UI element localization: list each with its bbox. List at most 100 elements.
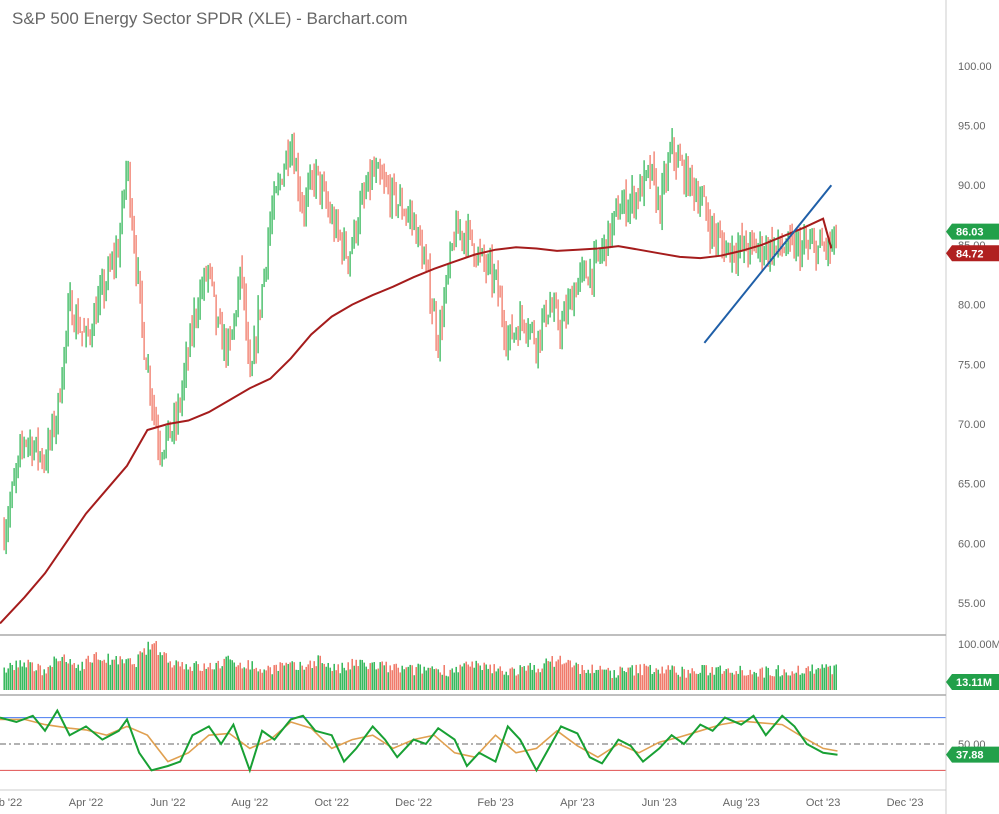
volume-bar xyxy=(165,653,167,690)
volume-bar xyxy=(59,660,61,690)
volume-bar xyxy=(625,672,627,690)
volume-bar xyxy=(341,662,343,690)
volume-bar xyxy=(259,669,261,690)
volume-bar xyxy=(215,662,217,690)
volume-bar xyxy=(323,663,325,690)
volume-bar xyxy=(233,662,235,690)
volume-bar xyxy=(9,662,11,690)
volume-bar xyxy=(823,667,825,690)
volume-bar xyxy=(35,670,37,690)
volume-bar xyxy=(605,669,607,690)
volume-bar xyxy=(123,663,125,690)
volume-bar xyxy=(207,667,209,690)
volume-bar xyxy=(437,669,439,690)
volume-bar xyxy=(631,665,633,690)
volume-bar xyxy=(313,661,315,690)
y-tick-label: 70.00 xyxy=(958,419,986,431)
volume-bar xyxy=(703,665,705,690)
volume-bar xyxy=(549,661,551,690)
volume-bar xyxy=(405,667,407,690)
volume-bar xyxy=(793,673,795,690)
volume-bar xyxy=(595,669,597,690)
volume-bar xyxy=(109,664,111,690)
volume-bar xyxy=(497,668,499,690)
volume-bar xyxy=(701,664,703,690)
volume-bar xyxy=(815,669,817,690)
volume-bar xyxy=(805,667,807,690)
volume-bar xyxy=(119,656,121,690)
volume-bar xyxy=(211,669,213,690)
volume-bar xyxy=(623,670,625,690)
x-tick-label: Oct '23 xyxy=(806,797,841,809)
volume-bar xyxy=(693,671,695,690)
volume-bar xyxy=(145,654,147,690)
y-tick-label: 100.00 xyxy=(958,61,992,73)
volume-bar xyxy=(309,660,311,690)
volume-bar xyxy=(29,662,31,690)
volume-bar xyxy=(135,667,137,690)
volume-bar xyxy=(147,641,149,690)
volume-bar xyxy=(761,667,763,690)
volume-bar xyxy=(63,654,65,690)
volume-bar xyxy=(485,664,487,690)
volume-bar xyxy=(581,665,583,690)
volume-bar xyxy=(399,672,401,690)
volume-bar xyxy=(415,667,417,690)
volume-bar xyxy=(217,660,219,690)
stochastic-badge-text: 37.88 xyxy=(956,750,984,762)
volume-bar xyxy=(363,662,365,690)
volume-bar xyxy=(709,672,711,690)
volume-bar xyxy=(705,665,707,690)
volume-bar xyxy=(131,664,133,690)
volume-bar xyxy=(779,676,781,690)
trendline xyxy=(703,184,833,344)
volume-bar xyxy=(483,662,485,690)
volume-bar xyxy=(403,669,405,690)
volume-bar xyxy=(471,661,473,690)
volume-bar xyxy=(629,667,631,690)
volume-bar xyxy=(537,668,539,690)
volume-bar xyxy=(601,669,603,690)
volume-bar xyxy=(369,663,371,690)
volume-bar xyxy=(307,664,309,690)
volume-bar xyxy=(609,670,611,690)
volume-bar xyxy=(587,669,589,690)
volume-bar xyxy=(635,664,637,690)
volume-bar xyxy=(651,673,653,690)
volume-bar xyxy=(225,656,227,690)
volume-bar xyxy=(687,669,689,690)
stochastic-badge: 37.88 xyxy=(946,746,999,763)
volume-bar xyxy=(543,663,545,690)
volume-bar xyxy=(79,670,81,690)
moving-average-badge-text: 84.72 xyxy=(956,248,984,260)
volume-bar xyxy=(339,673,341,690)
volume-bar xyxy=(235,666,237,690)
volume-bar xyxy=(263,669,265,690)
volume-bar xyxy=(297,669,299,690)
y-tick-label: 80.00 xyxy=(958,300,986,312)
volume-bar xyxy=(749,669,751,690)
volume-bar xyxy=(775,669,777,690)
volume-bar xyxy=(737,673,739,690)
x-tick-label: Apr '22 xyxy=(69,797,104,809)
volume-bar xyxy=(439,672,441,690)
volume-bar xyxy=(279,662,281,690)
volume-bar xyxy=(359,659,361,690)
volume-bar xyxy=(103,659,105,690)
y-tick-label: 55.00 xyxy=(958,598,986,610)
volume-bar xyxy=(613,670,615,690)
volume-bar xyxy=(389,665,391,690)
volume-bar xyxy=(213,669,215,690)
volume-bar xyxy=(463,663,465,690)
volume-bar xyxy=(117,664,119,690)
volume-bar xyxy=(719,665,721,690)
volume-badge: 13.11M xyxy=(946,674,999,690)
volume-bar xyxy=(717,666,719,690)
volume-bar xyxy=(639,664,641,690)
volume-bar xyxy=(591,664,593,690)
volume-bar xyxy=(137,654,139,690)
last-price-badge: 86.03 xyxy=(946,223,999,240)
volume-bar xyxy=(273,665,275,690)
volume-bar xyxy=(127,658,129,690)
volume-bar xyxy=(351,658,353,690)
